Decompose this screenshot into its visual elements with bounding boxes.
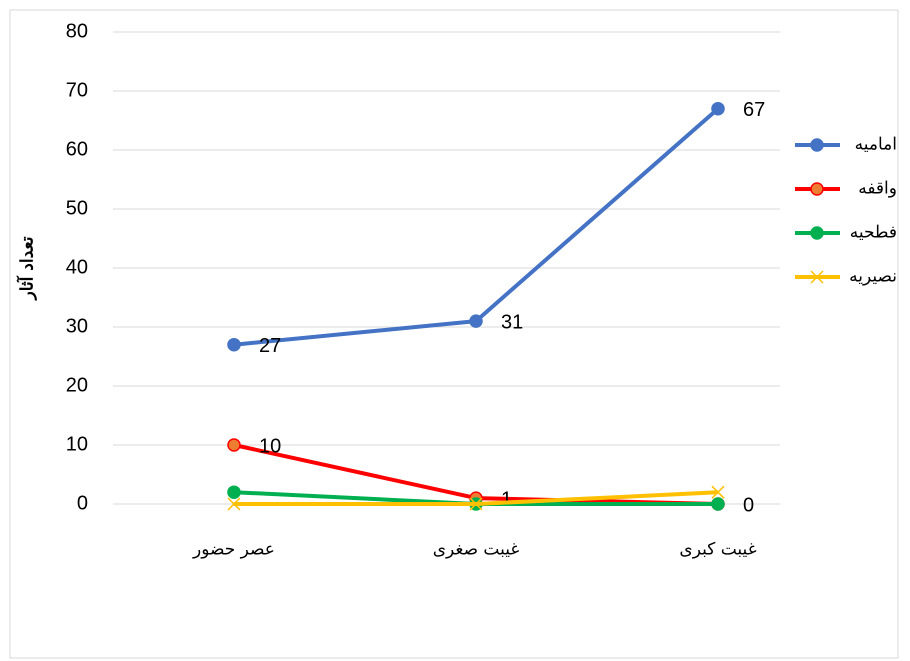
legend-label: نصیریه [849, 267, 897, 287]
x-tick-label: عصر حضور [192, 540, 275, 560]
legend-label: فطحیه [850, 223, 897, 243]
y-tick-label: 50 [66, 197, 88, 219]
y-tick-label: 30 [66, 315, 88, 337]
data-label: 27 [259, 335, 281, 357]
y-tick-label: 70 [66, 79, 88, 101]
y-tick-label: 10 [66, 433, 88, 455]
y-tick-label: 80 [66, 20, 88, 42]
point-marker [470, 315, 482, 327]
y-tick-label: 40 [66, 256, 88, 278]
point-marker [712, 103, 724, 115]
data-label: 67 [743, 99, 765, 121]
point-marker [228, 486, 240, 498]
data-label: 0 [743, 494, 754, 516]
data-label: 10 [259, 435, 281, 457]
point-marker [712, 498, 724, 510]
chart: تعداد آثار 01020304050607080عصر حضورغیبت… [0, 0, 910, 661]
y-tick-label: 20 [66, 374, 88, 396]
y-tick-label: 60 [66, 138, 88, 160]
data-label: 1 [501, 488, 512, 510]
point-marker [228, 439, 240, 451]
y-tick-label: 0 [77, 492, 88, 514]
legend-marker [811, 139, 823, 151]
x-tick-label: غیبت کبری [679, 540, 756, 560]
y-axis-label: تعداد آثار [16, 236, 38, 301]
x-tick-label: غیبت صغری [433, 540, 520, 560]
legend-label: واقفه [858, 179, 897, 199]
legend-marker [811, 183, 823, 195]
data-label: 31 [501, 311, 523, 333]
legend-marker [811, 227, 823, 239]
legend-label: امامیه [855, 135, 897, 155]
point-marker [228, 339, 240, 351]
